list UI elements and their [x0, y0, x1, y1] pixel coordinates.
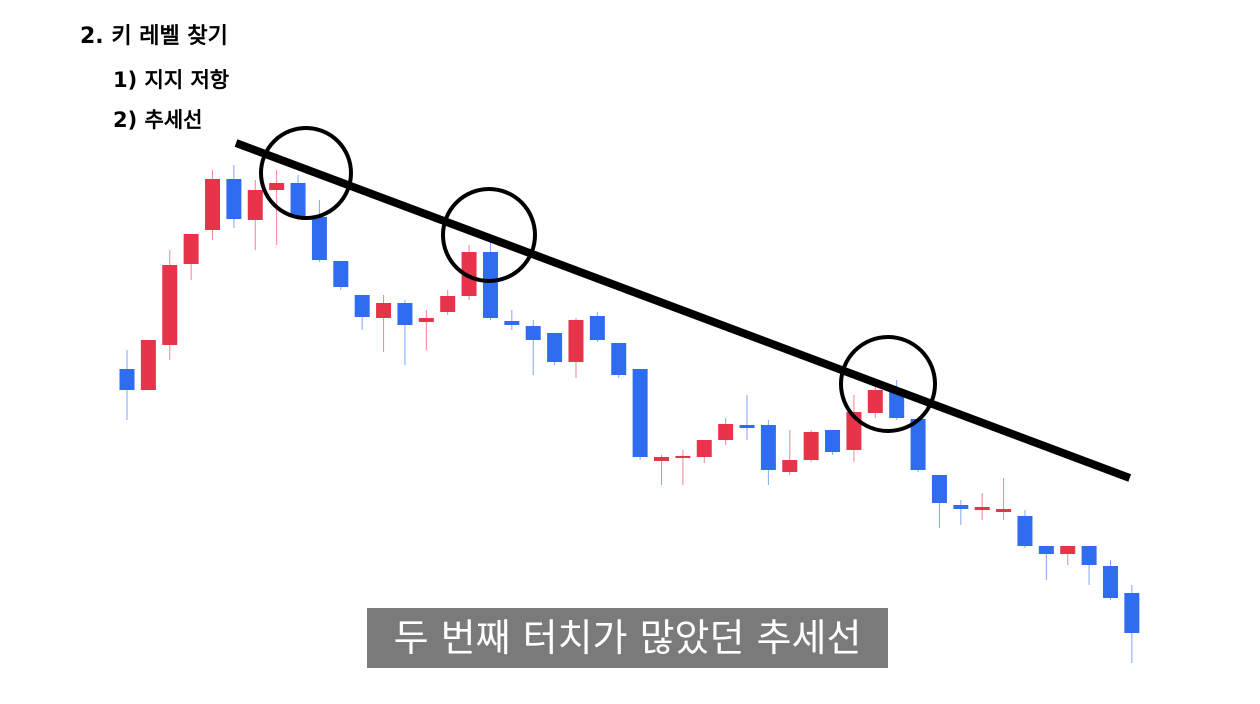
candle-body: [803, 432, 819, 460]
candle-body: [226, 179, 242, 219]
candle-body: [482, 252, 498, 318]
touch-circles: [259, 126, 937, 433]
candle-body: [525, 326, 541, 340]
candle-body: [162, 265, 178, 345]
candle-body: [461, 252, 477, 296]
candle-body: [782, 460, 798, 472]
candle-body: [589, 316, 605, 340]
candle-body: [931, 475, 947, 503]
candles: [119, 165, 1140, 663]
candle-body: [547, 333, 563, 362]
trendline: [234, 139, 1132, 482]
list-item: 1) 지지 저항: [113, 68, 230, 92]
candle-body: [739, 425, 755, 428]
candle-body: [696, 440, 712, 457]
candle-body: [996, 509, 1012, 512]
caption: 두 번째 터치가 많았던 추세선: [367, 608, 888, 668]
candle-body: [247, 190, 263, 220]
touch-circle: [441, 187, 537, 283]
candle-body: [1060, 546, 1076, 554]
candle-body: [867, 390, 883, 413]
candle-body: [354, 295, 370, 317]
candle-body: [440, 296, 456, 312]
candle-body: [119, 369, 135, 390]
candle-body: [311, 217, 327, 260]
candle-body: [504, 321, 520, 325]
candle-body: [889, 390, 905, 418]
candle-body: [974, 507, 990, 510]
candle-body: [140, 340, 156, 390]
candle-body: [1102, 566, 1118, 598]
candle-body: [376, 303, 392, 318]
candle-body: [183, 234, 199, 264]
candle-body: [568, 320, 584, 362]
candle-body: [825, 430, 841, 452]
candle-body: [718, 424, 734, 440]
candle-body: [1081, 546, 1097, 565]
candle-body: [654, 457, 669, 461]
candle-body: [269, 183, 285, 190]
candle-body: [397, 303, 413, 325]
touch-circle: [259, 126, 353, 220]
candle-body: [910, 419, 926, 470]
candle-body: [290, 183, 306, 217]
title: 2. 키 레벨 찾기: [80, 24, 228, 49]
touch-circle: [839, 335, 937, 433]
candle-body: [418, 318, 434, 322]
candle-body: [205, 179, 221, 230]
candle-body: [760, 425, 776, 470]
candle-body: [675, 456, 691, 458]
candle-body: [953, 505, 969, 509]
candle-body: [333, 261, 349, 287]
list-item: 2) 추세선: [113, 108, 203, 132]
candle-body: [632, 369, 648, 457]
candle-body: [1124, 593, 1140, 633]
candle-body: [1017, 516, 1033, 546]
candle-body: [611, 343, 627, 375]
candle-body: [1038, 546, 1054, 554]
